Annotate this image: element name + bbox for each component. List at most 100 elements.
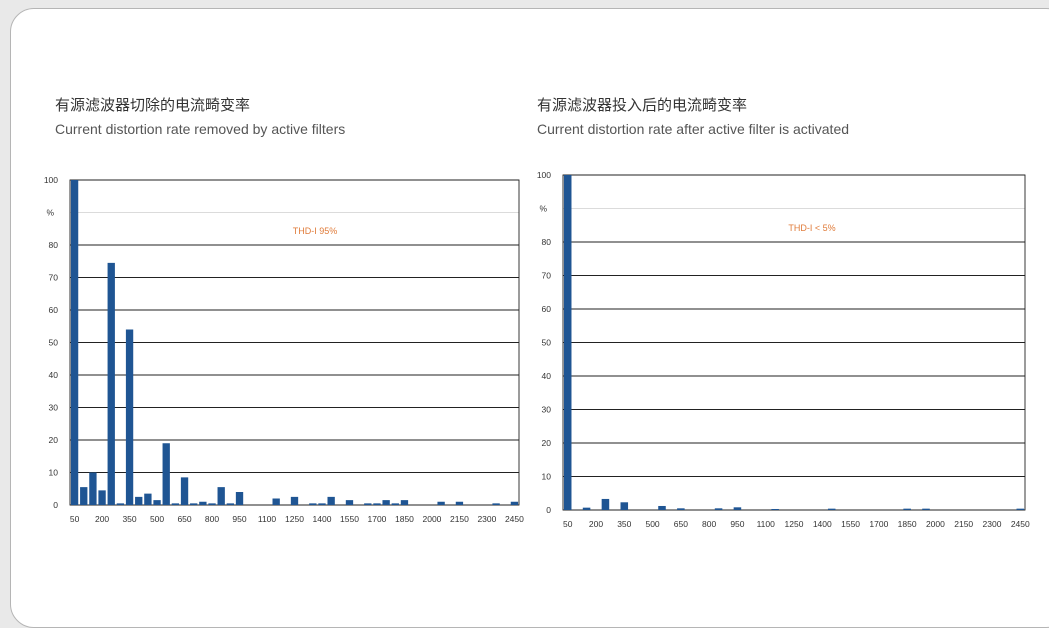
right-title-cn: 有源滤波器投入后的电流畸变率 [537,96,748,114]
right-x-tick-label: 1550 [841,519,860,529]
left-bar [235,492,244,505]
left-x-tick-label: 1700 [368,514,387,524]
right-unit-label: % [539,204,547,214]
left-x-tick-label: 2450 [505,514,524,524]
left-bar [180,477,189,505]
right-bar [563,175,572,510]
left-bar [171,503,180,505]
right-y-tick-label: 70 [542,271,552,281]
right-bar [771,508,779,510]
right-thd-annotation: THD-I < 5% [788,223,835,233]
right-y-tick-label: 50 [542,338,552,348]
left-bar [80,487,88,505]
right-x-tick-label: 200 [589,519,603,529]
right-bar-chart: 0 10 20 30 40 50 60 70 80 100% 50 200 350 500 650 800 95… [537,170,1030,529]
right-x-tick-label: 2000 [926,519,945,529]
left-x-tick-label: 1400 [313,514,332,524]
left-y-tick-label: 20 [49,435,59,445]
left-bar [309,503,317,505]
right-x-tick-label: 1400 [813,519,832,529]
right-y-tick-label: 60 [542,304,552,314]
right-x-tick-label: 500 [645,519,659,529]
left-x-tick-label: 1100 [258,514,277,524]
left-bar [400,500,409,505]
left-y-tick-label: 0 [53,500,58,510]
right-x-tick-label: 2300 [983,519,1002,529]
right-x-tick-label: 1100 [757,519,776,529]
left-x-tick-label: 1850 [395,514,414,524]
right-title-en: Current distortion rate after active fil… [537,121,850,137]
left-bar [373,503,381,505]
left-bar [437,501,445,505]
right-y-tick-label: 0 [546,505,551,515]
left-bar [492,503,500,505]
left-bar [70,180,79,505]
left-y-tick-label: 30 [49,403,59,413]
left-bar [190,503,198,505]
left-unit-label: % [46,208,54,218]
right-y-tick-label: 40 [542,371,552,381]
right-x-tick-label: 2450 [1011,519,1030,529]
left-bar [107,262,115,505]
left-x-tick-label: 1250 [285,514,304,524]
right-bar [827,508,836,510]
left-y-tick-label: 80 [49,240,59,250]
left-bar [98,490,106,505]
left-bar [382,500,390,505]
right-x-tick-label: 1700 [869,519,888,529]
left-y-tick-label: 40 [49,370,59,380]
left-bar [208,503,216,505]
right-bar [714,508,723,510]
left-bar [217,487,225,505]
left-x-tick-label: 800 [205,514,219,524]
right-bar [677,508,685,510]
left-y-tick-label: 60 [49,305,59,315]
left-bar [510,501,519,505]
right-x-tick-label: 1250 [785,519,804,529]
left-bar [226,503,235,505]
left-title-cn: 有源滤波器切除的电流畸变率 [55,96,251,114]
left-x-tick-label: 2150 [450,514,469,524]
left-bar [153,500,161,505]
left-x-tick-label: 500 [150,514,164,524]
left-y-tick-label: 100 [44,175,58,185]
left-x-tick-label: 350 [122,514,136,524]
left-bar [290,496,299,505]
right-plot-frame [562,174,1026,511]
right-y-tick-label: 10 [542,472,552,482]
left-x-tick-label: 2300 [477,514,496,524]
left-title-en: Current distortion rate removed by activ… [55,121,346,137]
right-bar [582,507,591,510]
right-bar [733,507,742,510]
left-y-tick-label: 50 [49,338,59,348]
right-bar [620,502,629,510]
left-y-tick-label: 70 [49,273,59,283]
left-bar [364,503,372,505]
right-x-tick-label: 2150 [954,519,973,529]
left-bar [144,493,152,505]
right-x-tick-label: 50 [563,519,573,529]
left-y-tick-label: 10 [49,468,59,478]
right-x-tick-label: 650 [674,519,688,529]
left-x-tick-label: 950 [232,514,246,524]
right-bar [903,508,911,510]
left-x-tick-label: 650 [177,514,191,524]
left-x-tick-label: 2000 [422,514,441,524]
right-x-tick-label: 1850 [898,519,917,529]
left-bar [391,503,399,505]
left-bar [89,472,97,505]
left-bar [135,496,143,505]
right-x-tick-label: 950 [730,519,744,529]
left-bar [318,503,326,505]
right-x-tick-label: 350 [617,519,631,529]
left-x-tick-label: 1550 [340,514,359,524]
left-bar [345,500,354,505]
left-bar [162,443,170,505]
right-bar [1016,508,1025,510]
right-bar [658,505,666,510]
left-thd-annotation: THD-I 95% [293,226,338,236]
right-y-tick-label: 30 [542,405,552,415]
left-bar [125,329,134,505]
left-bar [116,503,125,505]
content-card [10,8,1049,628]
